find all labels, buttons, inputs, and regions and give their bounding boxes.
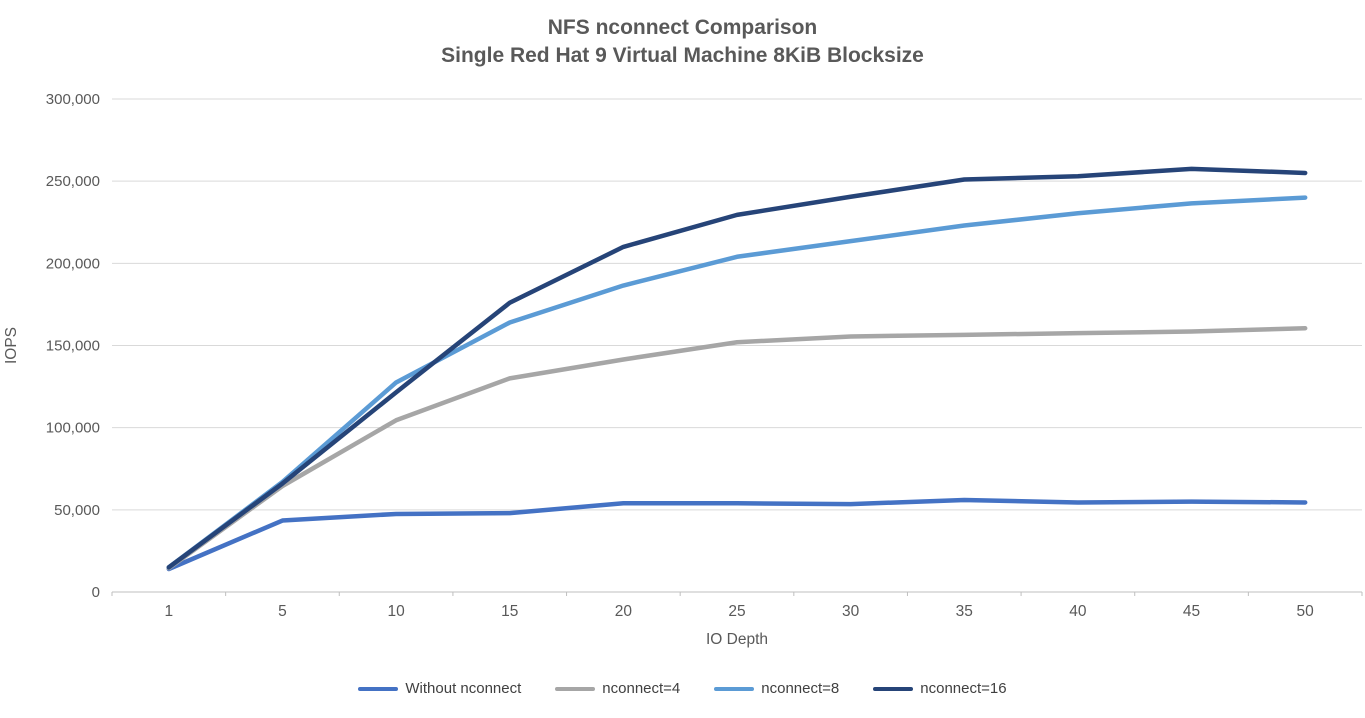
x-axis-tick-label: 25 xyxy=(728,603,745,620)
y-axis-tick-label: 200,000 xyxy=(46,255,100,272)
legend-item-nconnect-8: nconnect=8 xyxy=(714,679,839,699)
y-axis-tick-label: 300,000 xyxy=(46,91,100,108)
y-axis-title: IOPS xyxy=(3,327,20,364)
y-axis-tick-label: 150,000 xyxy=(46,338,100,355)
x-axis-tick-label: 50 xyxy=(1297,603,1315,620)
legend-swatch-line-icon xyxy=(358,686,399,692)
x-axis-tick-label: 20 xyxy=(615,603,633,620)
series-line-without-nconnect xyxy=(166,497,1308,572)
legend-item-nconnect-16: nconnect=16 xyxy=(873,679,1007,699)
legend-item-nconnect-4: nconnect=4 xyxy=(555,679,680,699)
y-axis-tick-label: 50,000 xyxy=(54,502,100,519)
chart-legend: Without nconnect nconnect=4 nconnect=8 n… xyxy=(0,679,1365,699)
y-axis-tick-label: 250,000 xyxy=(46,173,100,190)
series-line-nconnect-8 xyxy=(166,195,1308,570)
x-axis-tick-label: 15 xyxy=(501,603,518,620)
x-axis-tick-label: 1 xyxy=(165,603,174,620)
chart-title-line1: NFS nconnect Comparison xyxy=(547,16,818,39)
chart-title-line2: Single Red Hat 9 Virtual Machine 8KiB Bl… xyxy=(441,44,924,67)
legend-swatch-line-icon xyxy=(555,686,596,692)
series-line-nconnect-4 xyxy=(166,325,1308,571)
legend-label: nconnect=8 xyxy=(761,680,840,697)
x-axis-tick-label: 30 xyxy=(842,603,860,620)
legend-swatch-line-icon xyxy=(714,686,755,692)
chart-title: NFS nconnect Comparison Single Red Hat 9… xyxy=(0,14,1365,70)
legend-swatch-line-icon xyxy=(873,686,914,692)
series-line-nconnect-16 xyxy=(166,166,1308,570)
y-axis-tick-label: 100,000 xyxy=(46,420,100,437)
plot-area: 0 50,000 100,000 150,000 200,000 250,000 300,0… xyxy=(3,91,1363,648)
x-axis-tick-label: 5 xyxy=(278,603,287,620)
y-axis-tick-label: 0 xyxy=(92,584,100,601)
x-axis-tick-label: 45 xyxy=(1183,603,1200,620)
legend-label: nconnect=16 xyxy=(920,680,1007,697)
legend-label: nconnect=4 xyxy=(602,680,681,697)
x-axis-tick-label: 40 xyxy=(1069,603,1087,620)
x-axis-tick-label: 35 xyxy=(956,603,973,620)
x-axis-title: IO Depth xyxy=(706,631,768,648)
legend-item-without-nconnect: Without nconnect xyxy=(358,679,521,699)
legend-label: Without nconnect xyxy=(405,680,522,697)
x-axis-tick-label: 10 xyxy=(387,603,405,620)
